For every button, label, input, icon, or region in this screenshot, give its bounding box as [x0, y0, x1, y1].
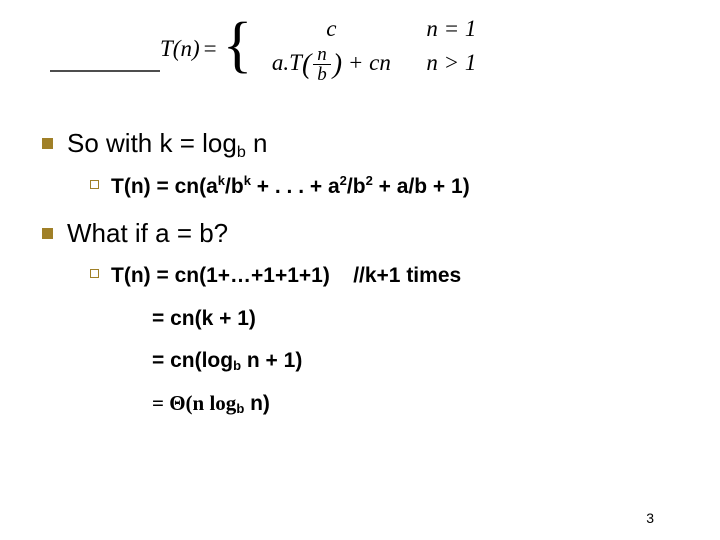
case1-cond: n = 1 [406, 15, 482, 44]
eq2-post: n + 1) [241, 349, 302, 372]
line1-pre: So with k = log [67, 128, 237, 158]
slide: T(n) = { c n = 1 a.T(nb) + cn n > 1 So w… [0, 0, 720, 540]
frac-den: b [313, 65, 331, 84]
eq3-sub: b [236, 401, 244, 416]
bullet-2-text: What if a = b? [67, 217, 228, 250]
sub2-text: T(n) = cn(1+…+1+1+1) //k+1 times [111, 261, 461, 290]
sub1-s2: k [244, 173, 251, 188]
case2-expr: a.T(nb) + cn [256, 44, 406, 84]
bullet-1: So with k = logb n [42, 127, 690, 160]
sub1-s1: k [218, 173, 225, 188]
content: So with k = logb n T(n) = cn(ak/bk + . .… [42, 127, 690, 434]
line1-sub: b [237, 143, 246, 161]
sub-bullet-icon [90, 269, 99, 278]
sub1-s3: 2 [340, 173, 347, 188]
frac-num: n [313, 45, 331, 65]
eq1: = cn(k + 1) [152, 307, 690, 331]
page-number: 3 [646, 510, 654, 526]
eq2-sub: b [233, 358, 241, 373]
case2-frac: nb [313, 45, 331, 84]
case2-post: + cn [348, 50, 391, 75]
formula: T(n) = { c n = 1 a.T(nb) + cn n > 1 [160, 15, 482, 84]
sub1-pre: T(n) = cn(a [111, 175, 218, 198]
sub1-mid2: + . . . + a [251, 175, 340, 198]
sub2-spacer [330, 264, 353, 287]
sub-bullet-2: T(n) = cn(1+…+1+1+1) //k+1 times [90, 261, 690, 290]
sub1-post: + a/b + 1) [373, 175, 470, 198]
case1-expr: c [256, 15, 406, 44]
bullet-1-text: So with k = logb n [67, 127, 267, 160]
title-underline [50, 70, 160, 72]
eq3: = Θ(n logb n) [152, 391, 690, 416]
bullet-icon [42, 228, 53, 239]
bullet-2: What if a = b? [42, 217, 690, 250]
sub1-mid1: /b [225, 175, 244, 198]
eq3-post: n) [244, 392, 270, 415]
sub1-text: T(n) = cn(ak/bk + . . . + a2/b2 + a/b + … [111, 172, 470, 201]
sub-bullet-1: T(n) = cn(ak/bk + . . . + a2/b2 + a/b + … [90, 172, 690, 201]
sub2-main: T(n) = cn(1+…+1+1+1) [111, 264, 330, 287]
formula-eq: = [204, 36, 217, 62]
line1-post: n [246, 128, 268, 158]
eq3-pre: = Θ(n log [152, 391, 236, 415]
brace-icon: { [223, 15, 253, 75]
case2-cond: n > 1 [406, 49, 482, 78]
case2-pre: a.T [272, 50, 302, 75]
sub-bullet-icon [90, 180, 99, 189]
sub1-s4: 2 [366, 173, 373, 188]
sub1-mid3: /b [347, 175, 366, 198]
formula-lhs: T(n) [160, 36, 200, 62]
eq2-pre: = cn(log [152, 349, 233, 372]
eq2: = cn(logb n + 1) [152, 349, 690, 373]
sub2-comment: //k+1 times [353, 264, 461, 287]
bullet-icon [42, 138, 53, 149]
formula-cases: c n = 1 a.T(nb) + cn n > 1 [256, 15, 482, 84]
